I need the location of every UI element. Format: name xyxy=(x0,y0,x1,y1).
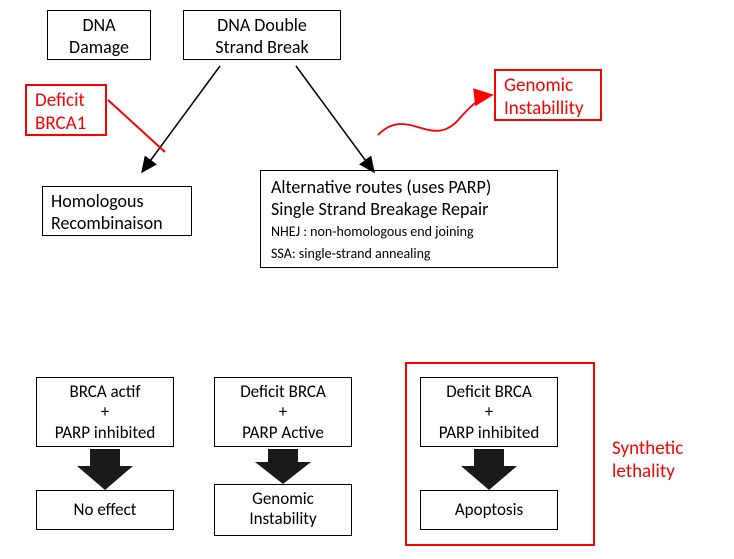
txt: DNA xyxy=(82,14,115,36)
txt: Genomic xyxy=(504,74,573,97)
txt: PARP Active xyxy=(242,422,324,443)
box-no-effect: No effect xyxy=(36,490,174,530)
txt: + xyxy=(279,401,287,422)
txt: Deficit BRCA xyxy=(240,381,326,402)
label-synthetic-lethality: Synthetic lethality xyxy=(612,438,683,484)
txt: Single Strand Breakage Repair xyxy=(271,198,488,220)
txt: BRCA1 xyxy=(35,112,86,135)
txt: lethality xyxy=(612,460,675,483)
txt: No effect xyxy=(74,500,137,520)
box-homologous-recomb: Homologous Recombinaison xyxy=(42,186,192,236)
txt: DNA Double xyxy=(217,14,307,36)
txt: Damage xyxy=(69,36,129,58)
thick-arrow-1 xyxy=(77,449,133,490)
arrow-dsb-to-hr xyxy=(142,66,220,172)
txt: + xyxy=(101,401,109,422)
thick-arrow-2 xyxy=(255,449,311,484)
box-genomic-instability-bottom: Genomic Instability xyxy=(214,484,352,536)
red-curve-arrow xyxy=(378,95,492,135)
thick-arrow-3 xyxy=(461,449,517,490)
txt: Deficit BRCA xyxy=(446,381,532,402)
arrow-dsb-to-alt xyxy=(296,66,374,172)
txt: Instabillity xyxy=(504,97,584,120)
txt: Apoptosis xyxy=(455,500,523,520)
box-genomic-instability: Genomic Instabillity xyxy=(494,69,602,121)
box-dna-damage: DNA Damage xyxy=(47,10,151,60)
txt: Recombinaison xyxy=(51,212,163,234)
box-alternative-routes: Alternative routes (uses PARP) Single St… xyxy=(260,170,558,268)
txt: Deficit xyxy=(35,89,85,112)
txt: NHEJ : non-homologous end joining xyxy=(271,223,474,240)
box-dsb: DNA Double Strand Break xyxy=(183,10,341,60)
red-strike-line xyxy=(108,100,165,152)
txt: SSA: single-strand annealing xyxy=(271,245,431,262)
txt: Genomic xyxy=(252,488,314,509)
txt: Alternative routes (uses PARP) xyxy=(271,176,491,198)
txt: Homologous xyxy=(51,190,144,212)
txt: + xyxy=(485,401,493,422)
txt: PARP inhibited xyxy=(55,422,156,443)
box-deficit-brca-parp-active: Deficit BRCA + PARP Active xyxy=(214,377,352,447)
txt: Instability xyxy=(249,508,316,529)
txt: BRCA actif xyxy=(69,381,140,402)
txt: Strand Break xyxy=(215,36,308,58)
txt: Synthetic xyxy=(612,437,683,460)
box-deficit-brca1: Deficit BRCA1 xyxy=(25,84,107,136)
box-brca-actif-parp-inhibited: BRCA actif + PARP inhibited xyxy=(36,377,174,447)
box-deficit-brca-parp-inhibited: Deficit BRCA + PARP inhibited xyxy=(420,377,558,447)
box-apoptosis: Apoptosis xyxy=(420,490,558,530)
txt: PARP inhibited xyxy=(439,422,540,443)
